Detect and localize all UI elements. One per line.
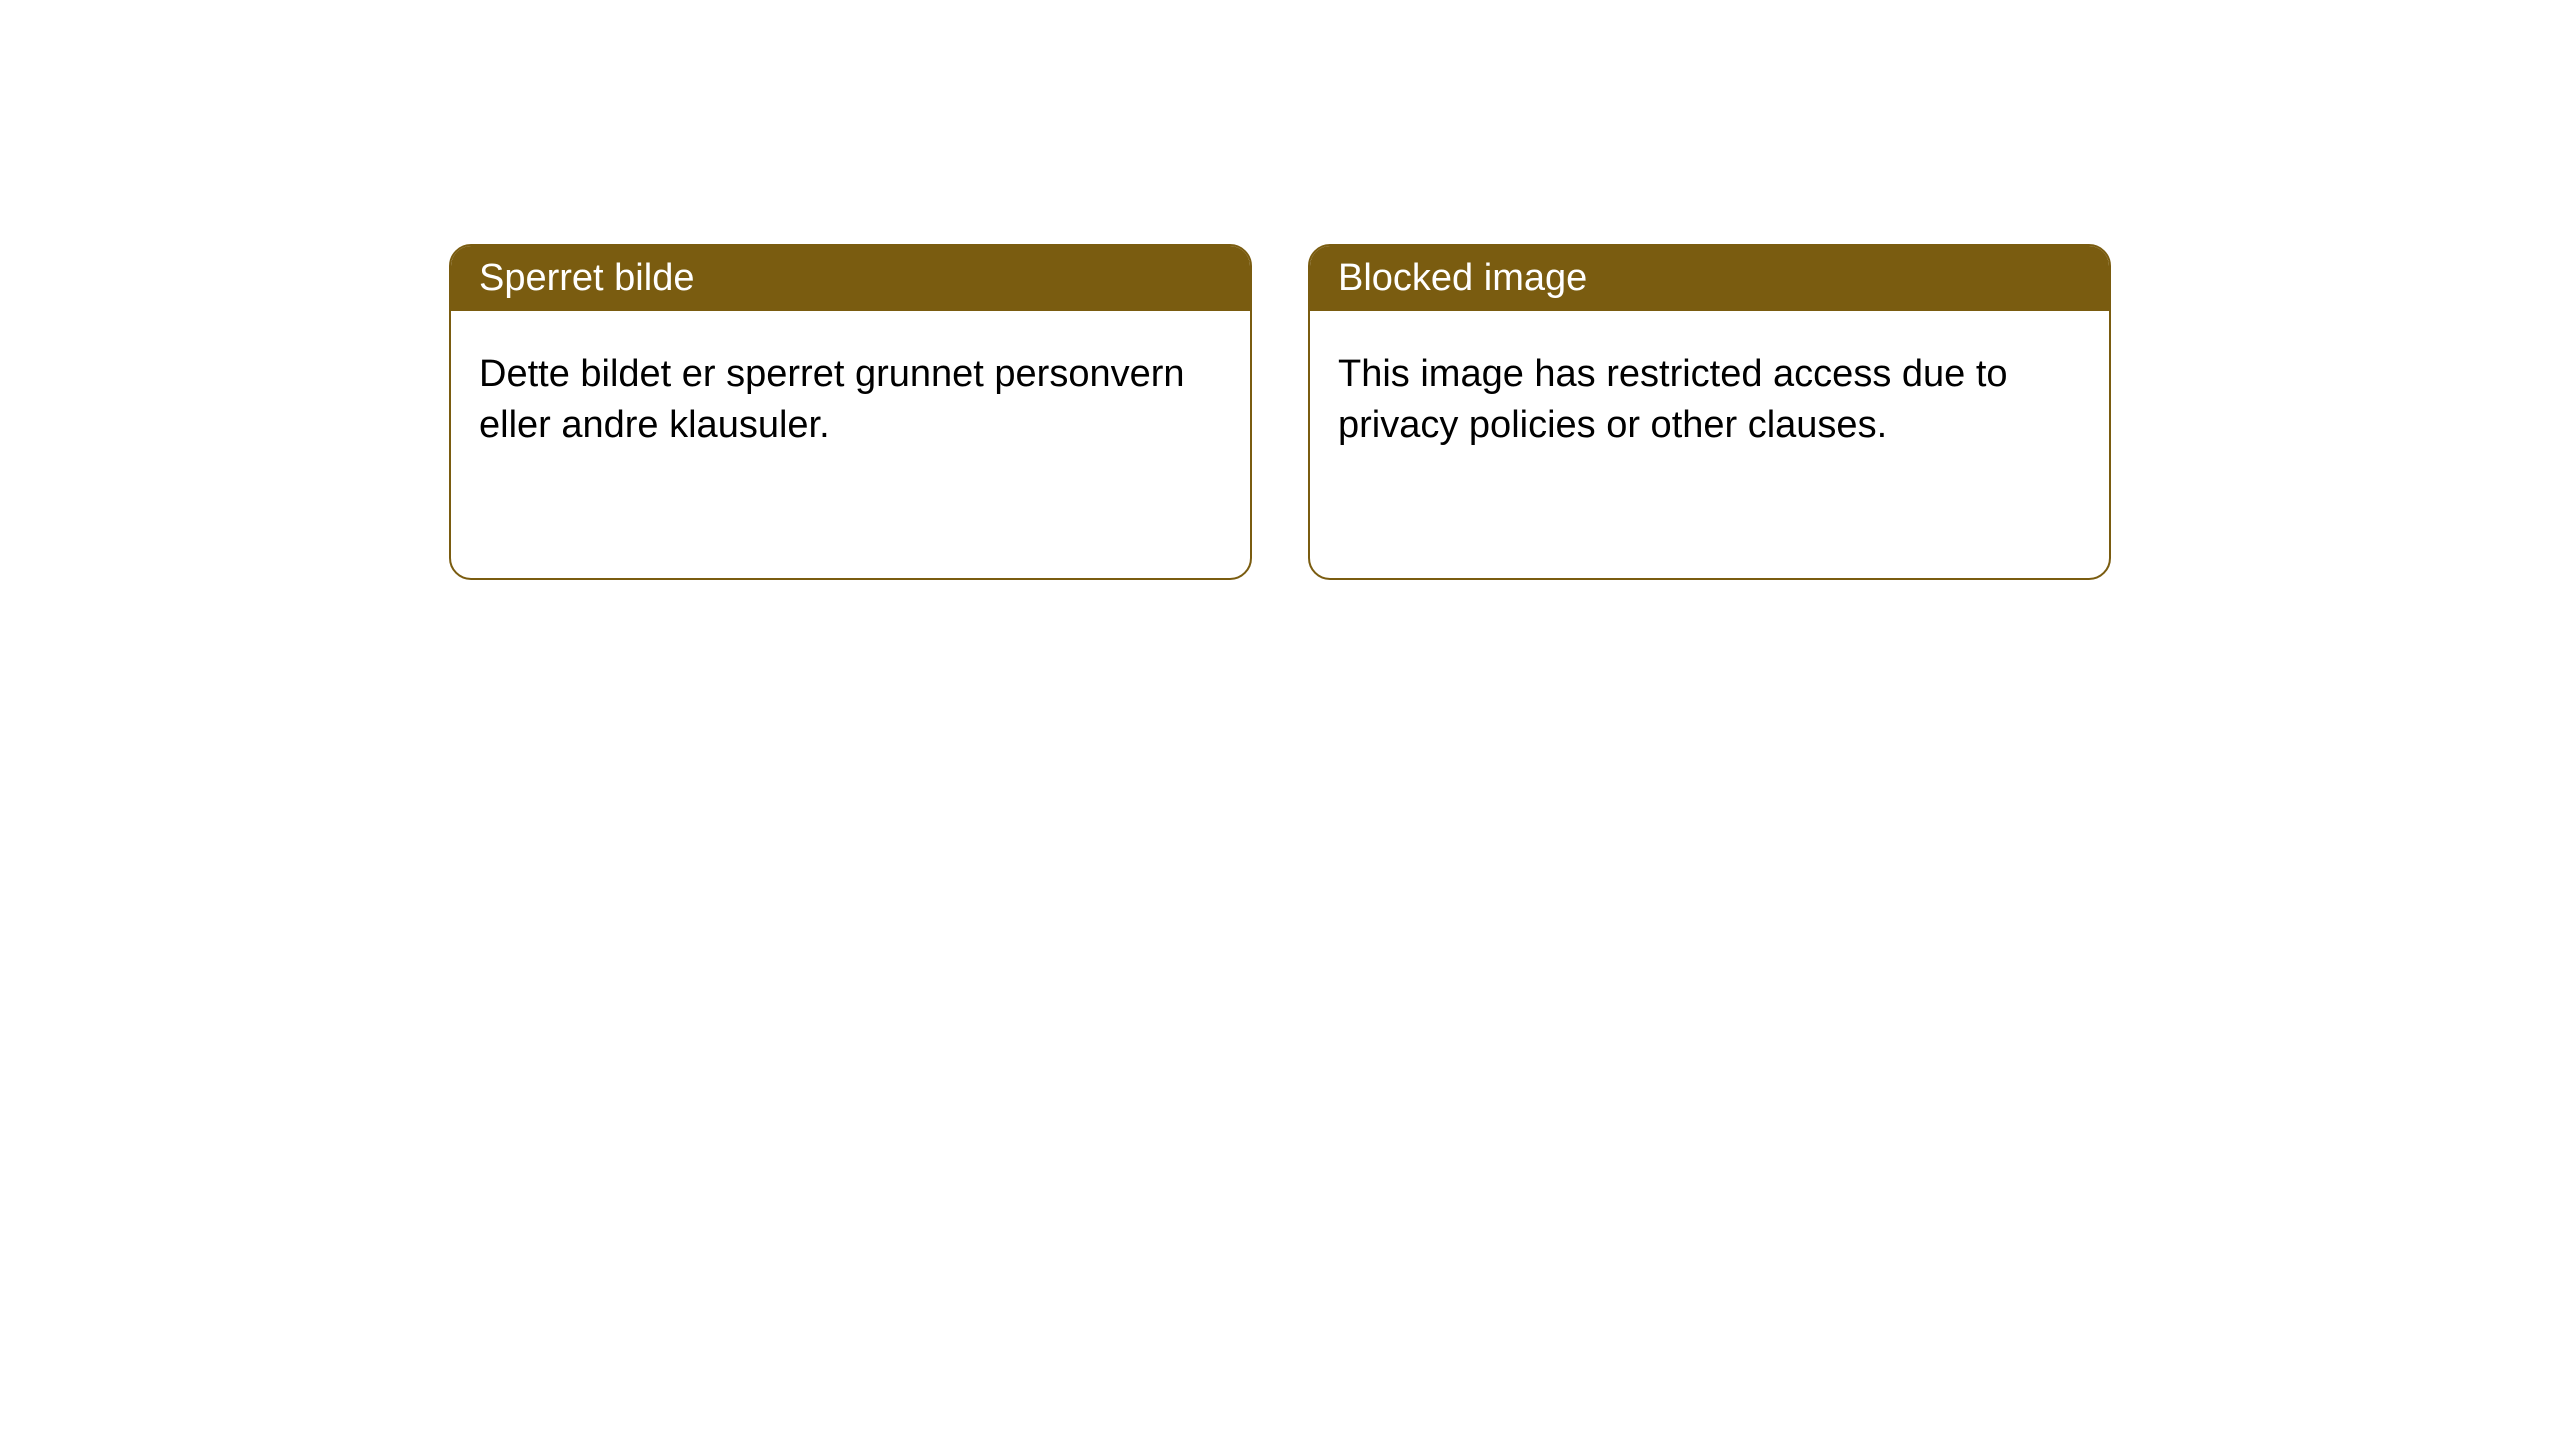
card-title: Blocked image xyxy=(1338,257,1587,299)
notice-container: Sperret bilde Dette bildet er sperret gr… xyxy=(0,0,2560,580)
card-header: Blocked image xyxy=(1310,246,2109,311)
card-body: This image has restricted access due to … xyxy=(1310,311,2109,490)
card-title: Sperret bilde xyxy=(479,257,694,299)
blocked-image-card-no: Sperret bilde Dette bildet er sperret gr… xyxy=(449,244,1252,580)
card-header: Sperret bilde xyxy=(451,246,1250,311)
card-body: Dette bildet er sperret grunnet personve… xyxy=(451,311,1250,490)
card-message: Dette bildet er sperret grunnet personve… xyxy=(479,353,1185,446)
blocked-image-card-en: Blocked image This image has restricted … xyxy=(1308,244,2111,580)
card-message: This image has restricted access due to … xyxy=(1338,353,2008,446)
